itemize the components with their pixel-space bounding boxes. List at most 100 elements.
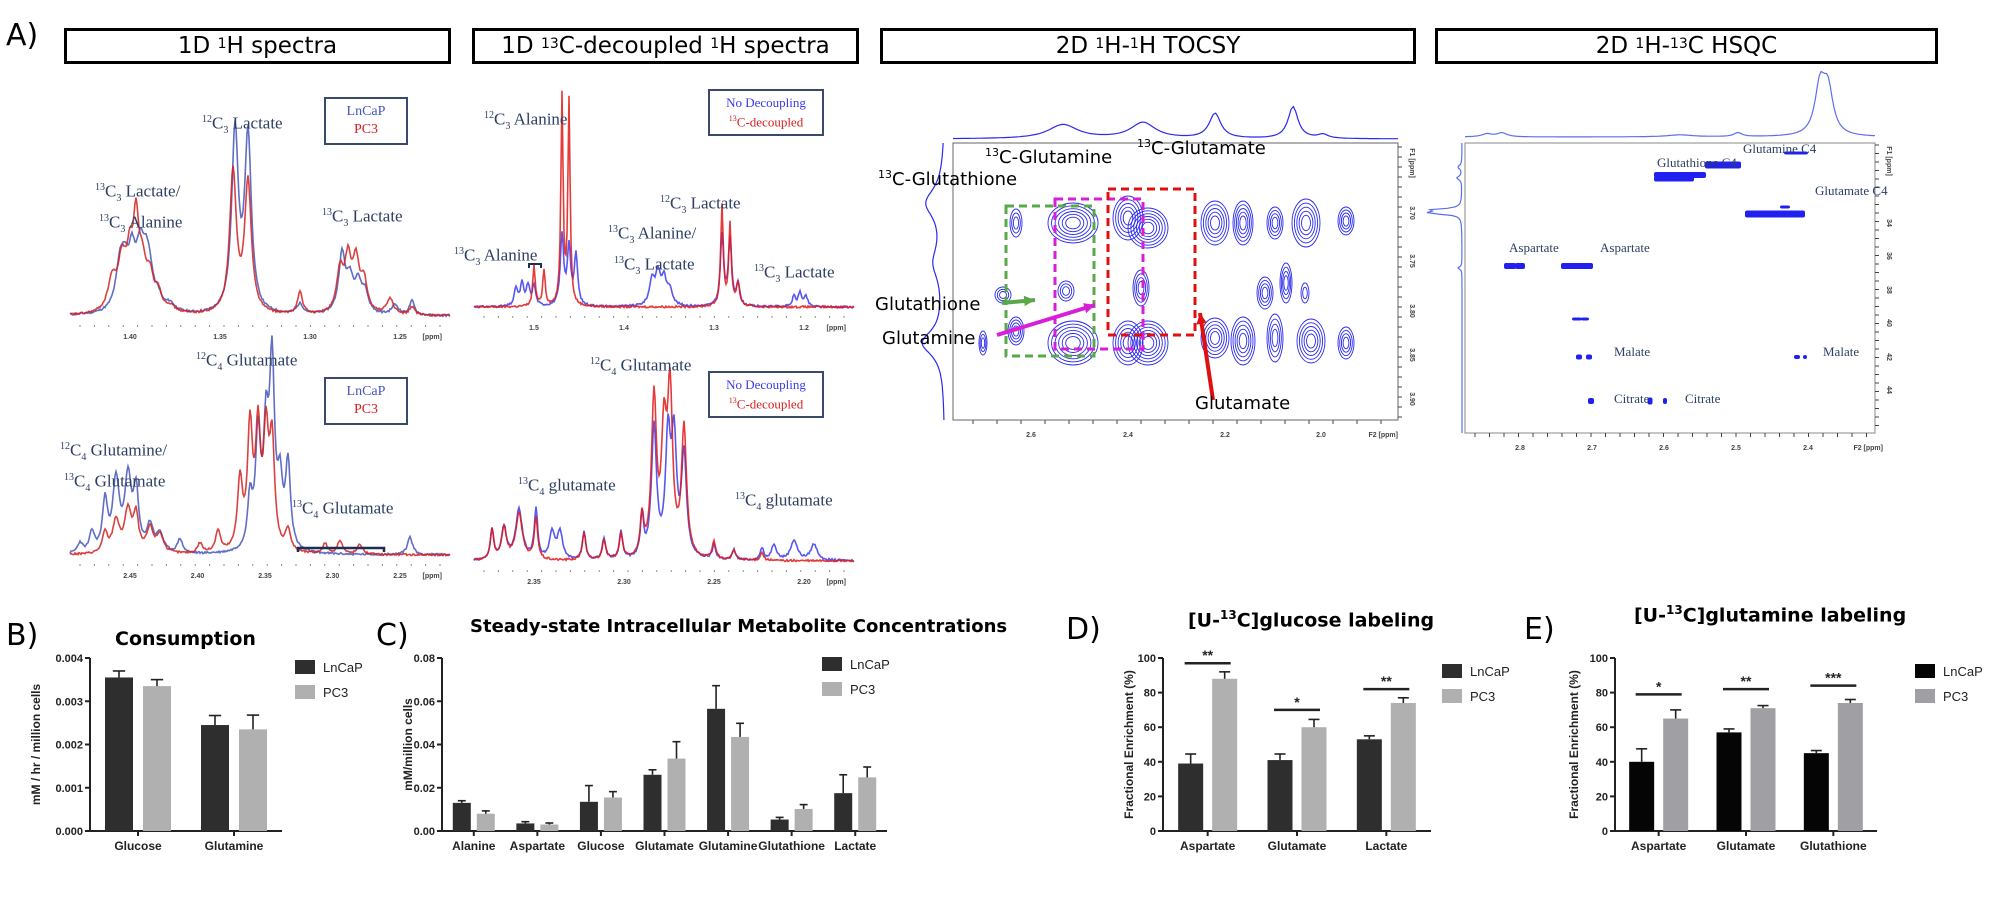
tocsy-contour: [1296, 318, 1326, 364]
tocsy-label-13c-glutathione: 13C-Glutathione: [878, 168, 1017, 190]
hsqc-label-glutamine-c4: Glutamine C4: [1743, 141, 1817, 156]
tocsy-contour: [1135, 277, 1147, 299]
tocsy-box-glutamate: [1106, 187, 1197, 337]
bar-lncap-alanine: [452, 802, 471, 831]
tocsy-y-tick-label: 3.85: [1408, 348, 1415, 362]
x-category-label: Glutamate: [635, 839, 694, 853]
label-text: C-Glutathione: [892, 169, 1018, 190]
label-text: Alanine/: [637, 223, 697, 243]
legend-1h-top: LnCaP PC3: [324, 97, 408, 145]
title-text: C HSQC: [1687, 33, 1778, 59]
axis-tick-label: 2.35: [258, 573, 272, 580]
isotope-sup: 13: [608, 224, 618, 235]
title-text: H spectra: [226, 33, 338, 59]
tocsy-contour: [1012, 216, 1020, 230]
tocsy-contour: [1296, 206, 1316, 240]
tocsy-x-tick-label: 2.6: [1026, 432, 1036, 439]
y-tick-label: 0.08: [414, 653, 435, 665]
hsqc-cross-peak: [1572, 317, 1582, 321]
title-text: H-: [1104, 33, 1130, 59]
y-tick-label: 0.000: [55, 826, 83, 838]
y-tick-label: 20: [1596, 791, 1608, 803]
bar-pc3-lactate: [1390, 702, 1416, 831]
label-12c4-glutamate: 12C4 Glutamate: [196, 350, 298, 374]
axis-tick-label: 1.3: [709, 325, 719, 332]
tocsy-contour: [1342, 336, 1350, 350]
title-2d-tocsy: 2D 1H-1H TOCSY: [880, 28, 1416, 64]
isotope-sup: 13: [518, 476, 528, 487]
tocsy-contour: [1202, 204, 1228, 242]
tocsy-contour: [1061, 213, 1085, 233]
tocsy-contour: [1210, 215, 1220, 231]
tocsy-contour: [1054, 208, 1092, 238]
legend-swatch-lncap: [822, 657, 842, 671]
y-tick-label: 0.003: [55, 696, 83, 708]
significance-label: **: [1381, 673, 1392, 689]
hsqc-cross-peak: [1780, 205, 1790, 209]
bar-lncap-aspartate: [1178, 763, 1204, 831]
tocsy-contour: [1130, 323, 1166, 363]
label-text: Lactate: [690, 193, 741, 213]
tocsy-contour: [1207, 211, 1223, 235]
carbon-sub: 3: [635, 266, 641, 278]
chart-e-glutamine-labeling: 0 20 40 60 80 100 Fractional Enrichment (%) Asp…: [1567, 653, 1983, 853]
label-text: Lactate: [784, 262, 835, 282]
tocsy-y-tick-label: 3.70: [1408, 206, 1415, 220]
title-text: C]glutamine labeling: [1682, 604, 1907, 627]
carbon-sub: 4: [756, 502, 762, 514]
hsqc-spectrum: 2.8 2.7 2.6 2.5 2.4 F2 [ppm] 34 36 38 40 42 44 F1 [p…: [1426, 70, 1892, 452]
isotope-sup: 13: [735, 491, 745, 502]
title-text: 2D: [1055, 33, 1096, 59]
panel-letter-d: D): [1066, 612, 1101, 647]
label-13c4-glutamate-left: 13C4 glutamate: [518, 475, 616, 499]
y-axis-label: mM/million cells: [401, 698, 415, 791]
legend-label-pc3: PC3: [1470, 689, 1495, 704]
tocsy-contour: [1258, 279, 1272, 307]
tocsy-contour: [1232, 320, 1254, 362]
axis-unit-label: [ppm]: [827, 579, 846, 586]
legend-label-pc3: PC3: [850, 682, 875, 697]
legend-label-lncap: LnCaP: [1943, 664, 1983, 679]
tocsy-contour: [1133, 213, 1163, 243]
tocsy-contour: [1133, 326, 1163, 360]
tocsy-contour: [1301, 326, 1321, 356]
tocsy-contour: [1269, 323, 1281, 353]
legend-text: C-decoupled: [736, 114, 804, 130]
tocsy-contour: [1009, 208, 1023, 238]
legend-13c-decoupled: 13C-decoupled: [718, 393, 814, 412]
title-text: C]glucose labeling: [1236, 609, 1435, 632]
hsqc-projection-f2: [1464, 70, 1876, 138]
tocsy-contour: [1234, 204, 1252, 242]
y-axis-label: mM / hr / million cells: [29, 683, 43, 805]
tocsy-contour: [1112, 195, 1144, 241]
tocsy-contour: [1205, 324, 1225, 352]
tocsy-contour: [1047, 202, 1099, 244]
carbon-sub: 4: [313, 510, 319, 522]
tocsy-contour: [1303, 329, 1319, 353]
tocsy-contour: [1239, 215, 1247, 231]
carbon-sub: 4: [85, 483, 91, 495]
tocsy-projection-f2: [953, 105, 1398, 140]
tocsy-contour: [1200, 317, 1230, 359]
spectrum-trace-red: [473, 90, 855, 310]
bar-pc3-aspartate: [540, 824, 559, 831]
x-category-label: Aspartate: [1631, 839, 1687, 853]
hsqc-x-tick-label: 2.8: [1515, 445, 1525, 452]
tocsy-x-tick-label: 2.2: [1220, 432, 1230, 439]
y-tick-label: 20: [1144, 791, 1156, 803]
title-text: [U-: [1188, 609, 1220, 632]
hsqc-cross-peak: [1663, 398, 1667, 404]
tocsy-contour: [1120, 331, 1136, 355]
tocsy-contour: [1271, 328, 1279, 348]
label-13c3-alanine-lactate: 13C3 Alanine/ 13C3 Lactate: [608, 220, 696, 282]
legend-no-decoupling: No Decoupling: [726, 95, 806, 110]
arrow-glutamate-head: [1196, 313, 1207, 325]
legend-swatch-lncap: [1915, 664, 1935, 678]
tocsy-contour: [1340, 212, 1352, 230]
label-13c4-glutamate: 13C4 Glutamate: [292, 498, 394, 522]
carbon-sub: 3: [775, 274, 781, 286]
bar-lncap-aspartate: [516, 823, 535, 831]
y-tick-label: 0.004: [55, 653, 83, 665]
bar-lncap-glutamate: [643, 774, 662, 831]
tocsy-contour: [1200, 200, 1230, 246]
